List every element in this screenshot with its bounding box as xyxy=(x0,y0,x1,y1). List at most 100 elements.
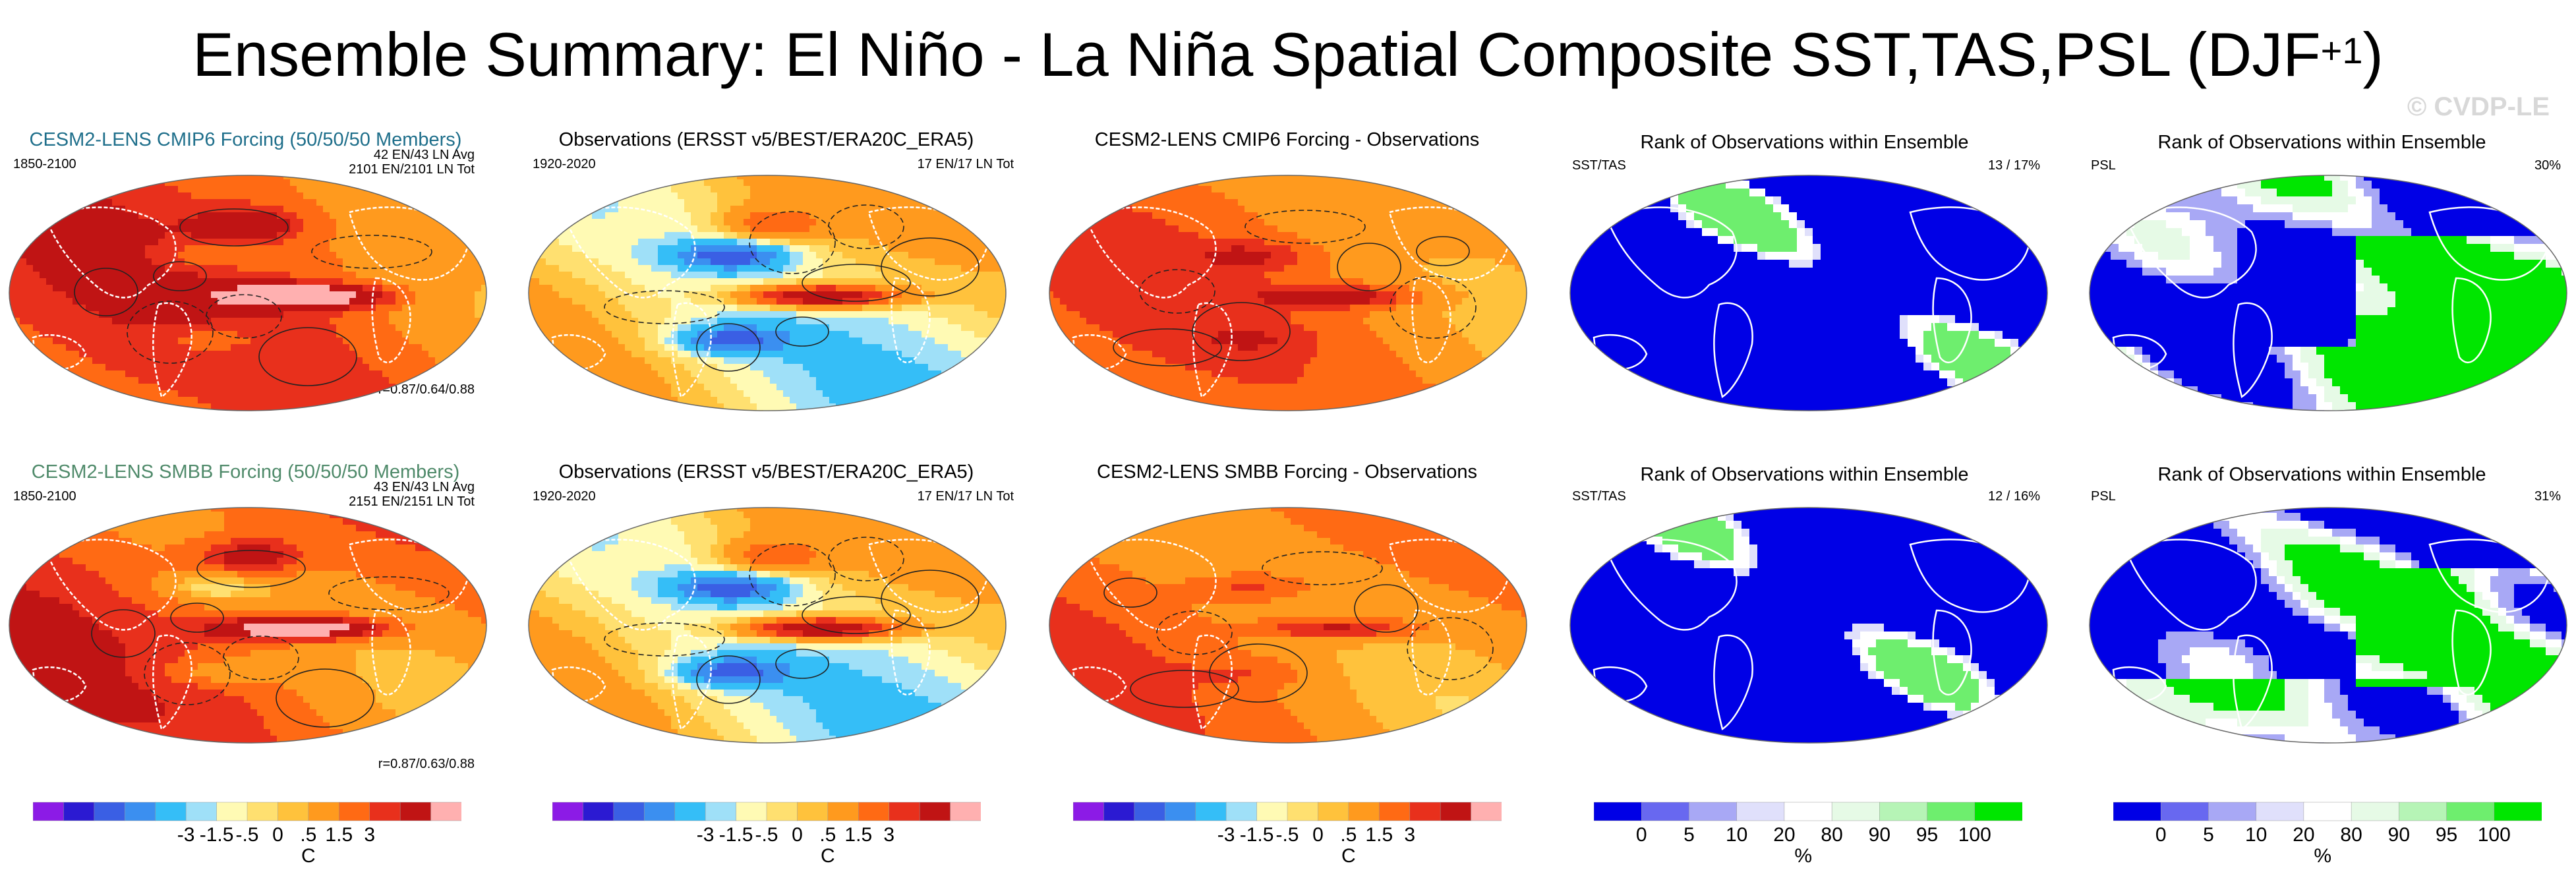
panel-title-obs-row1: Observations (ERSST v5/BEST/ERA20C_ERA5) xyxy=(534,129,999,151)
colorbar-swatches xyxy=(552,802,981,821)
panel-title-rank-sst-row2: Rank of Observations within Ensemble xyxy=(1572,464,2037,486)
rank-psl-label-row1: PSL xyxy=(2091,158,2116,173)
colorbar-tick-label: 1.5 xyxy=(1359,824,1399,846)
watermark: © CVDP-LE xyxy=(2407,92,2550,122)
map-diff-row2 xyxy=(1049,507,1527,744)
map-field xyxy=(2090,508,2567,743)
colorbar-tick-label: -3 xyxy=(686,824,725,846)
map-field xyxy=(9,175,486,411)
rank-sst-label-row2: SST/TAS xyxy=(1572,489,1626,504)
panel-title-rank-psl-row2: Rank of Observations within Ensemble xyxy=(2090,464,2554,486)
colorbar-tick-label: 90 xyxy=(2379,824,2418,846)
colorbar-tick-label: 3 xyxy=(869,824,909,846)
map-obs-row1 xyxy=(528,175,1007,411)
colorbar-tick-label: 20 xyxy=(1765,824,1804,846)
panel-title-diff-row1: CESM2-LENS CMIP6 Forcing - Observations xyxy=(1055,129,1519,151)
map-rank-psl-row2 xyxy=(2089,507,2567,744)
info-obs-row2: 17 EN/17 LN Tot xyxy=(857,489,1014,504)
colorbar-swatches xyxy=(1593,802,2023,821)
panel-title-diff-row2: CESM2-LENS SMBB Forcing - Observations xyxy=(1055,461,1519,483)
map-field xyxy=(529,175,1006,411)
colorbar-tick-label: 5 xyxy=(1669,824,1709,846)
main-title-superscript: +1 xyxy=(2321,30,2363,71)
map-model-row2 xyxy=(9,507,487,744)
corr-model-row1: r=0.87/0.64/0.88 xyxy=(310,382,475,397)
map-field xyxy=(1570,508,2047,743)
colorbar-tick-label: 95 xyxy=(1908,824,1947,846)
colorbar-tick-label: 0 xyxy=(1622,824,1661,846)
corr-model-row2: r=0.87/0.63/0.88 xyxy=(310,757,475,771)
map-field xyxy=(9,508,486,743)
colorbar-unit: C xyxy=(815,845,841,867)
colorbar-swatches xyxy=(32,802,462,821)
colorbar-tick-label: 1.5 xyxy=(838,824,878,846)
main-title-close: ) xyxy=(2363,20,2384,89)
map-field xyxy=(2090,175,2567,411)
colorbar-tick-label: 5 xyxy=(2188,824,2228,846)
colorbar-unit: % xyxy=(1790,845,1817,867)
colorbar-tick-label: .5 xyxy=(289,824,328,846)
years-obs-row2: 1920-2020 xyxy=(533,489,596,504)
colorbar-tick-label: 80 xyxy=(2331,824,2371,846)
colorbar-tick-label: 80 xyxy=(1812,824,1852,846)
colorbar-tick-label: 3 xyxy=(350,824,390,846)
colorbar-tick-label: -1.5 xyxy=(1237,824,1277,846)
main-title: Ensemble Summary: El Niño - La Niña Spat… xyxy=(0,18,2576,91)
rank-sst-pct-row2: 12 / 16% xyxy=(1898,489,2040,504)
panel-title-model-row1: CESM2-LENS CMIP6 Forcing (50/50/50 Membe… xyxy=(13,129,478,151)
map-field xyxy=(1049,508,1527,743)
panel-title-rank-sst-row1: Rank of Observations within Ensemble xyxy=(1572,132,2037,154)
colorbar-temp-3: -3 -1.5 -.5 0.5 1.5 3 C xyxy=(1072,802,1502,874)
map-rank-sst-row1 xyxy=(1569,175,2048,411)
panel-title-rank-psl-row1: Rank of Observations within Ensemble xyxy=(2090,132,2554,154)
panel-title-obs-row2: Observations (ERSST v5/BEST/ERA20C_ERA5) xyxy=(534,461,999,483)
main-title-text: Ensemble Summary: El Niño - La Niña Spat… xyxy=(192,20,2321,89)
rank-sst-pct-row1: 13 / 17% xyxy=(1898,158,2040,173)
map-obs-row2 xyxy=(528,507,1007,744)
map-field xyxy=(1049,175,1527,411)
colorbar-swatches xyxy=(1072,802,1502,821)
colorbar-tick-label: -.5 xyxy=(747,824,786,846)
colorbar-tick-label: -1.5 xyxy=(717,824,756,846)
colorbar-tick-label: 10 xyxy=(2237,824,2276,846)
map-rank-psl-row1 xyxy=(2089,175,2567,411)
panel-title-model-row2: CESM2-LENS SMBB Forcing (50/50/50 Member… xyxy=(13,461,478,483)
colorbar-rank-2: 0 5 10 20 80 90 95 100% xyxy=(2113,802,2542,874)
colorbar-unit: C xyxy=(295,845,322,867)
rank-sst-label-row1: SST/TAS xyxy=(1572,158,1626,173)
colorbar-tick-label: 0 xyxy=(777,824,817,846)
colorbar-tick-label: 0 xyxy=(2141,824,2181,846)
colorbar-temp-1: -3 -1.5 -.5 0.5 1.5 3 C xyxy=(32,802,462,874)
rank-psl-label-row2: PSL xyxy=(2091,489,2116,504)
colorbar-tick-label: 90 xyxy=(1859,824,1899,846)
info1-model-row2: 43 EN/43 LN Avg xyxy=(343,480,475,494)
map-diff-row1 xyxy=(1049,175,1527,411)
colorbar-tick-label: -3 xyxy=(1206,824,1246,846)
colorbar-unit: % xyxy=(2310,845,2336,867)
colorbar-tick-label: 3 xyxy=(1390,824,1430,846)
map-rank-sst-row2 xyxy=(1569,507,2048,744)
colorbar-tick-label: -3 xyxy=(166,824,206,846)
colorbar-tick-label: -.5 xyxy=(227,824,267,846)
colorbar-tick-label: 0 xyxy=(1298,824,1337,846)
info2-model-row1: 2101 EN/2101 LN Tot xyxy=(310,162,475,177)
colorbar-tick-label: 1.5 xyxy=(319,824,359,846)
colorbar-tick-label: -1.5 xyxy=(197,824,237,846)
colorbar-tick-label: 0 xyxy=(258,824,297,846)
years-model-row1: 1850-2100 xyxy=(13,157,76,171)
colorbar-temp-2: -3 -1.5 -.5 0.5 1.5 3 C xyxy=(552,802,981,874)
years-model-row2: 1850-2100 xyxy=(13,489,76,504)
info2-model-row2: 2151 EN/2151 LN Tot xyxy=(310,494,475,509)
colorbar-tick-label: 20 xyxy=(2284,824,2324,846)
colorbar-tick-label: 100 xyxy=(2474,824,2514,846)
years-obs-row1: 1920-2020 xyxy=(533,157,596,171)
info-obs-row1: 17 EN/17 LN Tot xyxy=(857,157,1014,171)
info1-model-row1: 42 EN/43 LN Avg xyxy=(343,148,475,162)
colorbar-tick-label: .5 xyxy=(1329,824,1368,846)
colorbar-tick-label: 10 xyxy=(1717,824,1757,846)
rank-psl-pct-row2: 31% xyxy=(2439,489,2561,504)
map-field xyxy=(1570,175,2047,411)
map-field xyxy=(529,508,1006,743)
colorbar-tick-label: -.5 xyxy=(1268,824,1307,846)
rank-psl-pct-row1: 30% xyxy=(2439,158,2561,173)
